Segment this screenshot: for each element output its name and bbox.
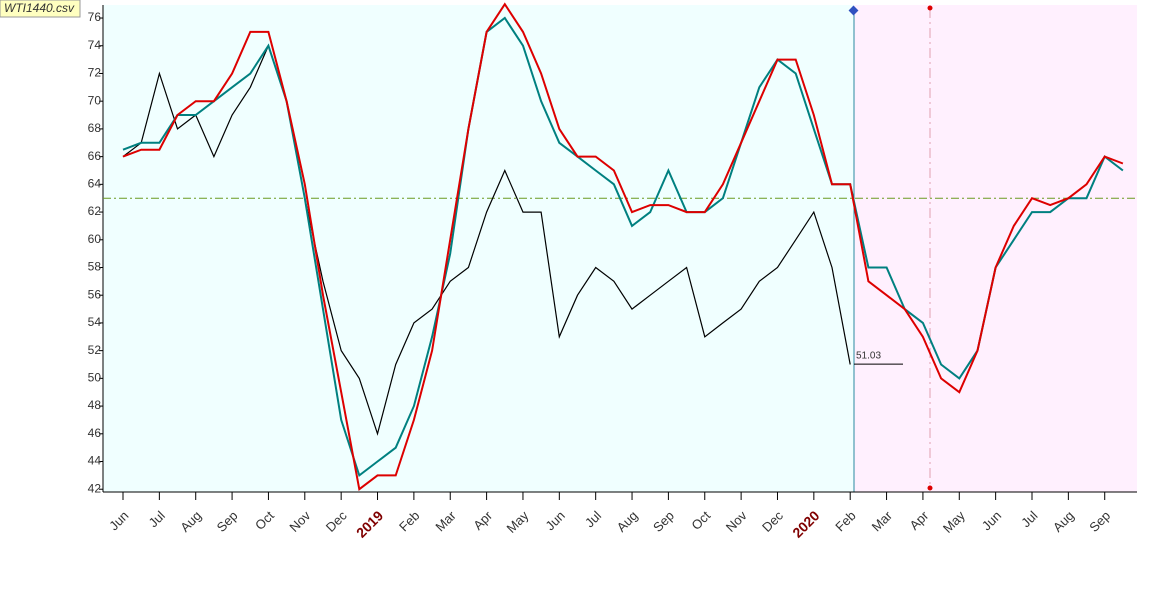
x-tick-label: May	[940, 508, 968, 536]
y-tick-label: 76	[88, 10, 102, 24]
x-tick-label: Jul	[582, 508, 604, 530]
x-tick-label: Feb	[396, 508, 422, 534]
x-tick-label: Aug	[177, 508, 204, 535]
series-line	[122, 44, 851, 436]
title-box	[0, 0, 81, 18]
divider-handle	[848, 5, 859, 16]
x-tick-label: May	[504, 508, 532, 536]
x-tick-label: Feb	[832, 508, 858, 534]
x-tick-label: Jun	[979, 508, 1004, 533]
x-tick-label: Jun	[542, 508, 567, 533]
x-tick-label: Nov	[723, 508, 750, 535]
series-line	[122, 2, 1124, 491]
x-tick-label: Sep	[1086, 508, 1113, 535]
x-tick-label: Dec	[759, 508, 786, 535]
y-tick-label: 60	[88, 232, 102, 246]
y-tick-label: 64	[88, 177, 102, 191]
x-tick-label: Oct	[688, 508, 713, 533]
y-tick-label: 58	[88, 260, 102, 274]
y-tick-label: 74	[88, 38, 102, 52]
marker-dot	[927, 485, 933, 491]
y-tick-label: 56	[88, 287, 102, 301]
x-tick-label: Apr	[907, 507, 932, 532]
y-tick-label: 44	[88, 454, 102, 468]
y-tick-label: 46	[88, 426, 102, 440]
x-tick-label: Aug	[1050, 508, 1077, 535]
x-tick-label: Mar	[432, 507, 459, 534]
x-tick-label: Sep	[650, 508, 677, 535]
x-tick-label: Sep	[214, 508, 241, 535]
x-tick-label: Jun	[106, 508, 131, 533]
y-tick-label: 50	[88, 371, 102, 385]
y-tick-label: 70	[88, 93, 102, 107]
y-tick-label: 62	[88, 204, 102, 218]
x-tick-label: Dec	[323, 508, 350, 535]
x-tick-label: Mar	[869, 507, 896, 534]
x-tick-label: 2020	[789, 507, 822, 540]
x-tick-label: Aug	[614, 508, 641, 535]
y-tick-label: 48	[88, 398, 102, 412]
x-tick-label: Nov	[286, 508, 313, 535]
chart-title: WTI1440.csv	[4, 1, 75, 15]
forecast-background	[854, 5, 1137, 492]
last-value-label: 51.03	[856, 351, 881, 362]
y-tick-label: 42	[88, 481, 102, 495]
y-tick-label: 72	[88, 66, 102, 80]
y-tick-label: 54	[88, 315, 102, 329]
marker-dot	[927, 5, 933, 11]
y-tick-label: 68	[88, 121, 102, 135]
x-tick-label: 2019	[353, 507, 386, 540]
y-tick-label: 52	[88, 343, 102, 357]
x-tick-label: Jul	[146, 508, 168, 530]
x-tick-label: Oct	[252, 508, 277, 533]
y-tick-label: 66	[88, 149, 102, 163]
history-background	[103, 5, 854, 492]
x-tick-label: Apr	[470, 507, 495, 532]
x-tick-label: Jul	[1018, 508, 1040, 530]
